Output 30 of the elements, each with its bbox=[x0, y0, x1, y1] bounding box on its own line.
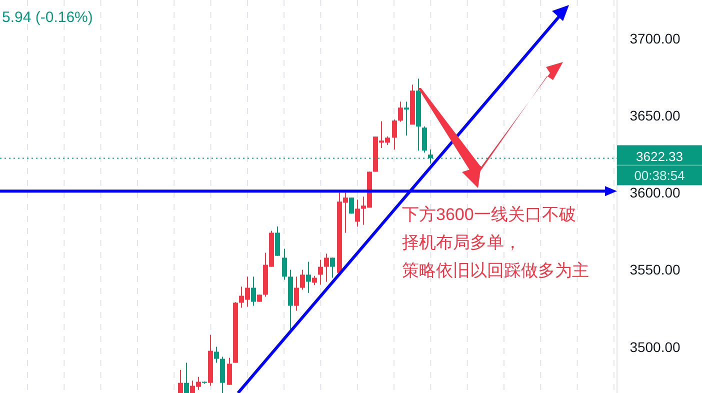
candlestick bbox=[312, 275, 317, 286]
candlestick bbox=[392, 118, 397, 150]
candlestick bbox=[178, 369, 183, 393]
annotation: 择机布局多单， bbox=[402, 233, 521, 252]
candlestick bbox=[324, 253, 329, 282]
candlestick bbox=[398, 101, 403, 122]
text: 00:38:54 bbox=[634, 168, 685, 184]
ref-line-label: 3622.33 bbox=[636, 149, 683, 164]
y-tick-label: 3550.00 bbox=[630, 262, 681, 278]
candlestick bbox=[404, 101, 409, 136]
y-tick-label: 3600.00 bbox=[630, 184, 681, 201]
candlestick bbox=[355, 199, 360, 228]
annotation: 策略依旧以回踩做多为主 bbox=[402, 261, 589, 280]
candlestick bbox=[300, 269, 305, 290]
annotation: 下方3600一线关口不破 bbox=[402, 205, 576, 224]
candlestick bbox=[184, 362, 189, 393]
annotation: 5.94 (-0.16%) bbox=[2, 9, 93, 26]
y-tick-label: 3700.00 bbox=[630, 30, 681, 47]
y-tick-label: 3500.00 bbox=[630, 338, 681, 355]
y-tick-label: 3650.00 bbox=[630, 108, 681, 124]
candlestick bbox=[422, 126, 427, 154]
candlestick bbox=[306, 261, 311, 294]
candlestick bbox=[294, 276, 299, 312]
candlestick bbox=[214, 346, 219, 364]
candlestick bbox=[275, 226, 280, 256]
candlestick bbox=[227, 357, 232, 386]
candlestick bbox=[318, 259, 323, 286]
candlestick bbox=[282, 248, 287, 280]
candlestick bbox=[330, 257, 335, 278]
candlestick bbox=[251, 276, 256, 306]
